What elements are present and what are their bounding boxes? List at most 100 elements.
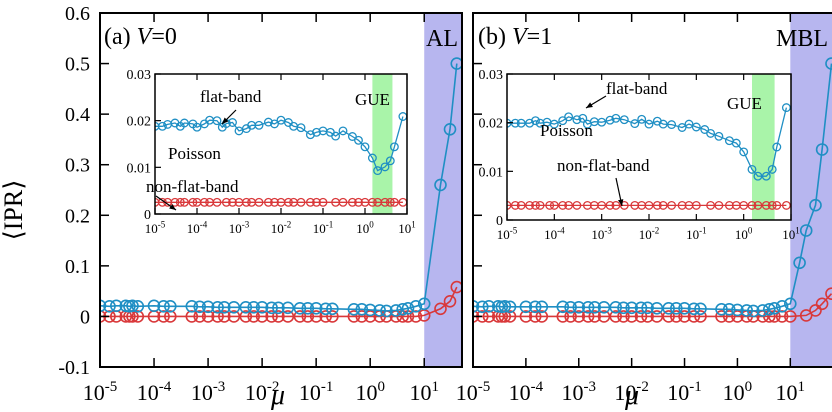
panel-a-inset-blue-point [389, 142, 399, 152]
panel-a-red-point [272, 310, 285, 323]
panel-b-red-point [722, 310, 736, 323]
panel-a-y-tick-label: 0 [80, 306, 90, 328]
panel-b-inset-non-flat-band-arrowhead [617, 199, 624, 206]
panel-a-red-point [218, 310, 231, 323]
panel-a-blue-point [373, 304, 387, 317]
panel-a-inset-red-point [254, 197, 264, 207]
panel-b-x-tick-label: 101 [776, 379, 806, 405]
panel-a-x-tick-label: 10-1 [299, 379, 334, 405]
panel-a-blue-point [434, 178, 447, 192]
panel-a-inset-blue-point [228, 118, 237, 127]
panel-a-red-point [326, 310, 339, 323]
panel-b-blue-point [756, 304, 770, 317]
panel-a-inset-non-flat-band-label: non-flat-band [146, 177, 239, 196]
panel-b-inset-red-point [761, 200, 771, 210]
panel-b-blue-point [809, 198, 822, 212]
panel-b-red-point [634, 310, 648, 323]
panel-b-red-point [715, 310, 728, 323]
panel-a-inset-blue-point [270, 119, 279, 129]
panel-b-inset-y-tick-label: 0.01 [479, 165, 504, 180]
panel-b-inset-flat-band-label: flat-band [606, 79, 668, 98]
panel-a-inset-flat-band-arrowhead [222, 117, 229, 124]
panel-b-blue-point [564, 300, 577, 314]
panel-a-inset-red-point [179, 197, 189, 207]
panel-b-inset-red-point [630, 200, 640, 210]
panel-b-inset-x-tick-label: 10-3 [591, 226, 612, 242]
panel-b-inset-red-point [691, 200, 701, 210]
panel-a-red-point [211, 310, 224, 323]
panel-b-inset-red-point [739, 200, 749, 210]
panel-a-inset-red-point [170, 197, 180, 207]
panel-a-inset-red-point [389, 197, 399, 207]
panel-a-x-tick-label: 10-4 [137, 379, 172, 405]
panel-b-inset-red-point [510, 200, 520, 210]
panel-a-inset-non-flat-band-arrowhead [169, 204, 176, 210]
panel-b-blue-point [641, 301, 654, 315]
panel-b-inset-y-tick-label: 0.03 [479, 68, 504, 83]
panel-a-y-tick-label: 0.3 [65, 155, 90, 177]
panel-b-inset-x-tick-label: 10-4 [544, 226, 565, 242]
panel-b-red-point [482, 310, 496, 323]
panel-a-red-point [201, 310, 215, 323]
panel-a-blue-point [265, 301, 278, 315]
panel-a-red-point [319, 310, 333, 323]
panel-b-blue-point [815, 143, 829, 156]
panel-a-inset-blue-point [385, 156, 395, 166]
panel-a-y-tick-label: -0.1 [58, 357, 90, 379]
panel-a-red-point [434, 302, 447, 316]
panel-a-red-point [347, 310, 361, 323]
panel-a-blue-point [157, 299, 170, 313]
panel-a-inset-blue-point [373, 166, 383, 176]
panel-b-inset-red-point [753, 200, 763, 210]
panel-a-red-point [239, 310, 253, 323]
panel-a-inset-red-point [228, 197, 237, 207]
panel-a-blue-line [100, 63, 458, 312]
panel-b-red-point [503, 310, 517, 323]
panel-b-blue-point [746, 304, 760, 318]
panel-b-blue-point [609, 300, 623, 314]
panel-b-inset-blue-point [644, 119, 654, 129]
panel-b-inset-red-point [545, 200, 555, 210]
panel-a-x-tick-label: 101 [409, 379, 439, 405]
panel-b-red-point [641, 310, 654, 323]
panel-a-inset-blue-point [338, 126, 348, 136]
panel-a-blue-point [147, 299, 161, 313]
panel-a-inset-red-point [318, 197, 328, 207]
panel-b-inset-blue-point [691, 122, 701, 132]
panel-b-inset: 10-5 10-4 10-3 10-2 10-1 100 101 0 0.01 0.02 0.03 f… [479, 68, 800, 242]
panel-b-inset-red-point [525, 200, 535, 210]
panel-b-inset-blue-point [564, 112, 574, 122]
panel-a-blue-point [201, 300, 215, 314]
x-axis-label-b: μ [624, 380, 639, 411]
panel-b-inset-red-point [558, 200, 568, 210]
panel-a-blue-point [293, 301, 307, 315]
panel-a-inset-blue-point [212, 116, 222, 126]
panel-b-inset-blue-point [658, 119, 668, 129]
panel-a-inset-blue-point [263, 117, 273, 127]
panel-a-blue-point [326, 302, 339, 316]
panel-b-inset-x-tick-label: 101 [782, 226, 800, 242]
panel-b-red-point [687, 310, 701, 323]
panel-a-inset-red-point [283, 197, 293, 207]
panel-a-blue-point [389, 304, 403, 317]
panel-a-red-point [293, 310, 307, 323]
panel-a-inset-x-tick-label: 100 [356, 220, 374, 236]
panel-a-x-tick-label: 10-3 [191, 379, 226, 405]
panel-b-inset-red-point [767, 200, 777, 210]
panel-b-red-point [731, 310, 744, 323]
panel-b-inset-gue-region [752, 74, 775, 220]
panel-b-x-tick-label: 10-4 [509, 379, 544, 405]
panel-b-inset-red-point [582, 200, 592, 210]
panel-b-inset-flat-band-arrowhead [586, 102, 593, 108]
panel-b-inset-blue-point [772, 142, 782, 152]
panel-b-blue-point [768, 301, 781, 315]
panel-b-blue-point [694, 302, 707, 316]
panel-a-inset-x-tick-label: 101 [398, 220, 416, 236]
panel-b-inset-red-point [644, 200, 654, 210]
panel-b-inset-blue-point [753, 171, 763, 181]
panel-a-red-point [309, 310, 323, 323]
panel-a-blue-point [126, 299, 139, 313]
panel-b-inset-red-point [605, 200, 615, 210]
panel-a-red-point [265, 310, 278, 323]
